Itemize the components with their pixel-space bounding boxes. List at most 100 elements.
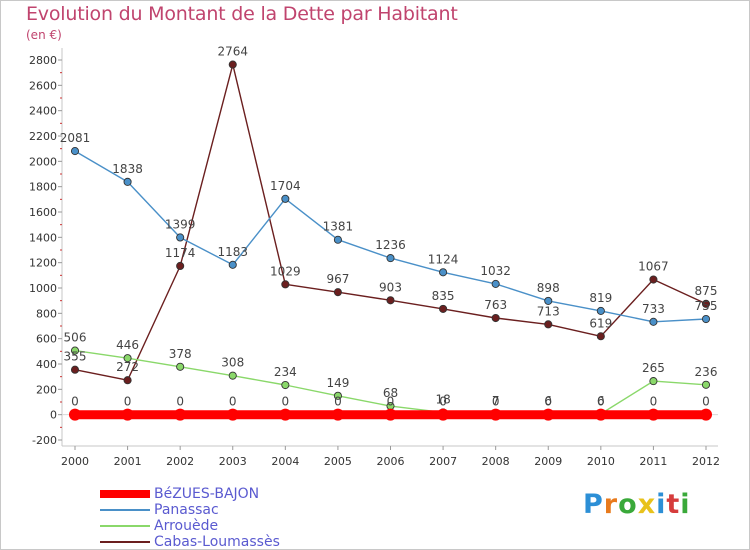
y-tick-label: 2600 [29, 79, 57, 92]
data-label: 733 [642, 302, 665, 316]
data-point [594, 408, 607, 421]
data-label: 446 [116, 338, 139, 352]
y-tick-label: 2200 [29, 130, 57, 143]
data-point [596, 332, 605, 341]
y-axis-ticks: -200 0 200 400 600 800 1000 1200 1400 1600 1800 200… [29, 54, 62, 447]
data-point [70, 147, 80, 156]
data-label: 903 [379, 280, 402, 294]
chart-title: Evolution du Montant de la Dette par Hab… [26, 3, 458, 25]
legend-label: Panassac [154, 502, 219, 518]
data-label: 18 [435, 392, 450, 406]
data-point [281, 194, 290, 203]
x-tick-label: 2011 [639, 455, 667, 468]
data-label: 0 [597, 395, 605, 409]
data-label: 763 [484, 298, 507, 312]
data-point [649, 317, 658, 326]
data-label: 898 [537, 281, 560, 295]
logo-letter: x [637, 489, 657, 520]
data-label: 0 [439, 395, 447, 409]
data-label: 619 [589, 316, 612, 330]
data-point [544, 296, 553, 305]
logo-letter: o [618, 489, 638, 520]
data-point [281, 380, 290, 390]
y-tick-label: 1200 [29, 257, 57, 270]
series-group [69, 60, 712, 421]
data-point [544, 320, 553, 329]
data-point [176, 233, 185, 242]
data-label: 506 [64, 331, 87, 345]
data-point [226, 408, 239, 421]
data-point [596, 306, 605, 315]
data-label: 819 [589, 291, 612, 305]
y-tick-label: 0 [50, 409, 57, 422]
logo-letter: i [680, 489, 691, 520]
data-point [491, 313, 500, 323]
y-tick-label: 2800 [29, 54, 57, 67]
legend-label: Arrouède [154, 518, 219, 534]
legend-swatch [100, 525, 150, 527]
data-point [70, 346, 80, 355]
x-tick-label: 2005 [324, 455, 352, 468]
y-tick-label: 800 [36, 307, 57, 320]
data-point [333, 391, 342, 400]
y-tick-label: 1600 [29, 206, 57, 219]
proxiti-logo: Proxiti [583, 489, 691, 520]
legend-item: Panassac [100, 502, 280, 518]
data-point [701, 299, 711, 308]
data-point [649, 275, 658, 284]
data-label: 2081 [60, 131, 91, 145]
y-tick-label: 200 [36, 383, 57, 396]
data-label: 149 [326, 376, 349, 390]
legend-label: Cabas-Loumassès [154, 534, 280, 550]
data-point [228, 260, 237, 269]
data-point [701, 314, 711, 324]
x-tick-label: 2000 [61, 455, 89, 468]
data-label: 1704 [270, 179, 301, 193]
data-point [281, 280, 290, 289]
data-label: 0 [492, 395, 500, 409]
data-label: 2764 [217, 45, 248, 59]
data-point [228, 371, 237, 380]
data-point [174, 408, 187, 421]
y-tick-label: 2000 [29, 155, 57, 168]
data-point [386, 254, 395, 263]
data-label: 308 [221, 356, 244, 370]
data-point [70, 365, 80, 374]
data-label: 6 [597, 394, 605, 408]
y-tick-label: 1400 [29, 231, 57, 244]
x-tick-label: 2010 [587, 455, 615, 468]
x-tick-label: 2003 [219, 455, 247, 468]
x-axis-ticks: 2000 2001 2002 2003 2004 2005 2006 2007 2008 2009… [61, 446, 720, 468]
data-point [123, 177, 132, 186]
y-tick-label: 1800 [29, 181, 57, 194]
data-label: 265 [642, 361, 665, 375]
data-point [228, 60, 237, 69]
x-tick-label: 2004 [271, 455, 299, 468]
data-label: 272 [116, 360, 139, 374]
data-point [176, 362, 185, 371]
data-point [489, 408, 502, 421]
data-point [121, 408, 134, 421]
data-label: 1124 [428, 252, 459, 266]
data-label: 0 [544, 395, 552, 409]
data-point [69, 408, 81, 421]
data-label: 1399 [165, 217, 196, 231]
legend-item: BéZUES-BAJON [100, 486, 280, 502]
data-label: 1236 [375, 238, 406, 252]
data-point [649, 377, 658, 386]
chart-subtitle: (en €) [26, 28, 62, 42]
x-tick-label: 2001 [114, 455, 142, 468]
data-label: 355 [64, 350, 87, 364]
legend: BéZUES-BAJON Panassac Arrouède Cabas-Loumas… [100, 486, 280, 550]
data-label: 6 [544, 394, 552, 408]
data-label: 1381 [323, 220, 354, 234]
data-point [333, 288, 342, 297]
x-tick-label: 2012 [692, 455, 720, 468]
x-tick-label: 2009 [534, 455, 562, 468]
data-label: 0 [387, 395, 395, 409]
logo-letter: i [656, 489, 667, 520]
data-point [384, 408, 397, 421]
data-label: 0 [229, 395, 237, 409]
